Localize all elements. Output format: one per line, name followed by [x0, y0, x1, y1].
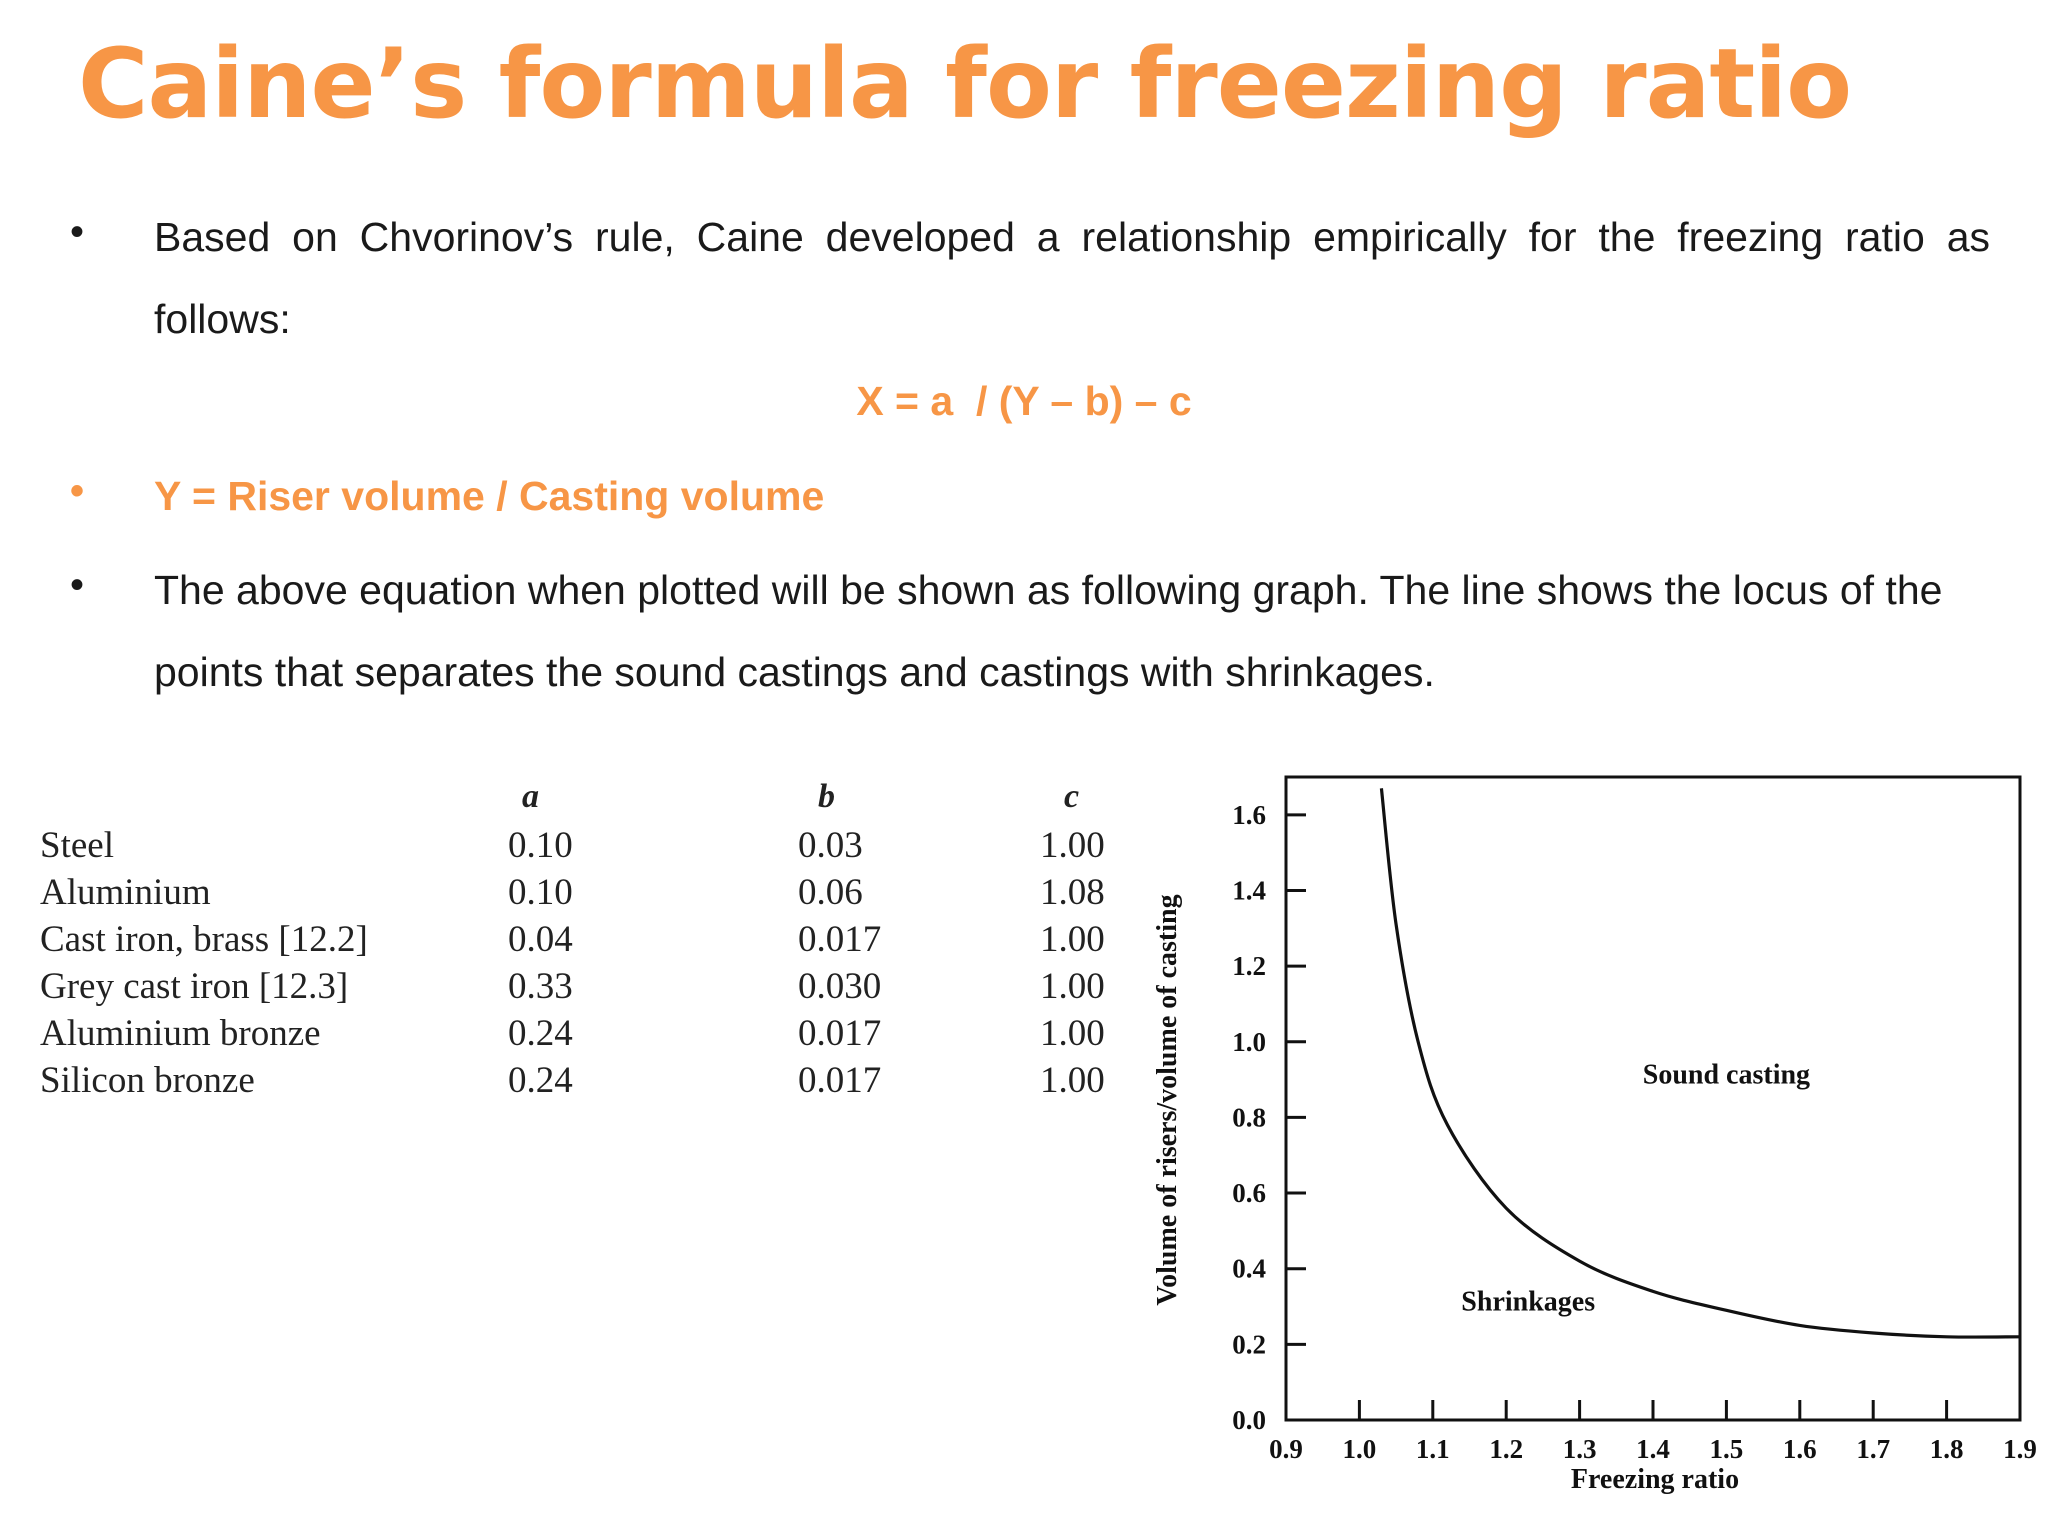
a-cell: 0.10	[508, 872, 573, 913]
y-tick-label: 0.0	[1232, 1405, 1266, 1435]
bullet-dot: •	[70, 210, 85, 254]
x-tick-label: 1.3	[1563, 1434, 1597, 1464]
x-tick-label: 1.4	[1636, 1434, 1670, 1464]
material-cell: Aluminium	[40, 872, 211, 913]
material-cell: Aluminium bronze	[40, 1013, 321, 1054]
x-tick-label: 1.7	[1856, 1434, 1890, 1464]
x-axis: 0.9 1.0 1.1 1.2 1.3 1.4 1.5 1.6 1.7 1.8 1.9	[1269, 1400, 2037, 1464]
a-cell: 0.04	[508, 919, 573, 960]
header-b: b	[818, 778, 835, 815]
b-cell: 0.017	[798, 919, 882, 960]
x-tick-label: 1.8	[1930, 1434, 1964, 1464]
slide-title: Caine’s formula for freezing ratio	[78, 28, 1852, 140]
header-a: a	[522, 778, 539, 815]
freezing-ratio-curve	[1379, 788, 2021, 1339]
material-cell: Cast iron, brass [12.2]	[40, 919, 368, 960]
a-cell: 0.33	[508, 966, 573, 1007]
y-axis: 0.0 0.2 0.4 0.6 0.8 1.0 1.2 1.4 1.6	[1232, 800, 1306, 1435]
b-cell: 0.06	[798, 872, 863, 913]
x-tick-label: 1.5	[1710, 1434, 1744, 1464]
y-tick-label: 1.6	[1232, 800, 1266, 830]
c-cell: 1.08	[1040, 872, 1105, 913]
x-tick-label: 1.0	[1343, 1434, 1377, 1464]
y-tick-label: 0.4	[1232, 1254, 1266, 1284]
y-tick-label: 1.4	[1232, 875, 1266, 905]
material-cell: Grey cast iron [12.3]	[40, 966, 349, 1007]
b-cell: 0.030	[798, 966, 882, 1007]
annotation-sound-casting: Sound casting	[1643, 1059, 1810, 1090]
y-tick-label: 1.0	[1232, 1027, 1266, 1057]
y-tick-label: 0.8	[1232, 1102, 1266, 1132]
plot-frame	[1284, 775, 2022, 1422]
material-cell: Silicon bronze	[40, 1060, 255, 1101]
x-tick-label: 0.9	[1269, 1434, 1303, 1464]
b-cell: 0.03	[798, 825, 863, 866]
c-cell: 1.00	[1040, 825, 1105, 866]
a-cell: 0.10	[508, 825, 573, 866]
bullet-text: Based on Chvorinov’s rule, Caine develop…	[154, 214, 1990, 342]
a-cell: 0.24	[508, 1060, 573, 1101]
bullet-dot: •	[70, 563, 85, 607]
header-c: c	[1064, 778, 1080, 815]
annotation-shrinkages: Shrinkages	[1461, 1286, 1595, 1317]
caine-formula: X = a / (Y – b) – c	[856, 378, 1192, 424]
a-cell: 0.24	[508, 1013, 573, 1054]
material-cell: Steel	[40, 825, 114, 866]
bullet-text: Y = Riser volume / Casting volume	[154, 473, 825, 519]
b-cell: 0.017	[798, 1013, 882, 1054]
x-tick-label: 1.9	[2003, 1434, 2037, 1464]
y-tick-label: 0.6	[1232, 1178, 1266, 1208]
c-cell: 1.00	[1040, 1060, 1105, 1101]
x-tick-label: 1.6	[1783, 1434, 1817, 1464]
x-axis-label: Freezing ratio	[1571, 1464, 1739, 1495]
y-tick-label: 0.2	[1232, 1329, 1266, 1359]
c-cell: 1.00	[1040, 919, 1105, 960]
y-tick-label: 1.2	[1232, 951, 1266, 981]
c-cell: 1.00	[1040, 1013, 1105, 1054]
bullet-dot: •	[70, 469, 85, 513]
bullet-text: The above equation when plotted will be …	[154, 567, 1943, 695]
freezing-ratio-chart: 0.9 1.0 1.1 1.2 1.3 1.4 1.5 1.6 1.7 1.8 1.9 0.0 0.2…	[1152, 775, 2037, 1495]
b-cell: 0.017	[798, 1060, 882, 1101]
y-axis-label: Volume of risers/volume of casting	[1152, 894, 1183, 1305]
c-cell: 1.00	[1040, 966, 1105, 1007]
x-tick-label: 1.2	[1489, 1434, 1523, 1464]
x-tick-label: 1.1	[1416, 1434, 1450, 1464]
